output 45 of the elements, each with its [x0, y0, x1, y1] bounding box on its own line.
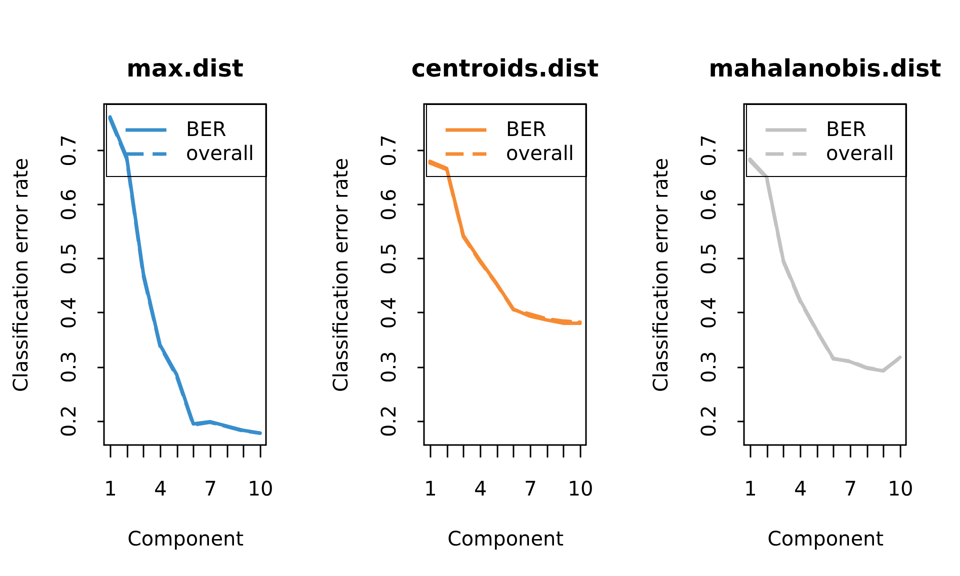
y-axis-title: Classification error rate [328, 158, 352, 392]
x-tick-label: 1 [744, 476, 757, 500]
x-tick-label: 1 [424, 476, 437, 500]
legend-label: BER [506, 117, 546, 141]
y-tick-label: 0.6 [376, 188, 400, 221]
x-tick-label: 7 [844, 476, 857, 500]
legend-label: overall [186, 141, 254, 165]
y-tick-label: 0.3 [696, 351, 720, 383]
x-tick-label: 7 [524, 476, 537, 500]
y-tick-label: 0.6 [696, 188, 720, 221]
x-tick-label: 4 [794, 476, 807, 500]
x-tick-label: 10 [248, 476, 274, 500]
y-tick-label: 0.3 [376, 351, 400, 383]
y-axis-title: Classification error rate [648, 158, 672, 392]
x-axis-title: Component [127, 526, 244, 550]
y-tick-label: 0.4 [376, 296, 400, 329]
x-tick-label: 10 [568, 476, 594, 500]
legend-label: BER [186, 117, 226, 141]
y-tick-label: 0.4 [696, 296, 720, 329]
y-tick-label: 0.2 [56, 405, 80, 438]
x-axis-title: Component [447, 526, 564, 550]
y-tick-label: 0.3 [56, 351, 80, 383]
x-tick-label: 4 [474, 476, 487, 500]
y-tick-label: 0.6 [56, 188, 80, 221]
y-tick-label: 0.5 [696, 242, 720, 275]
y-tick-label: 0.7 [696, 134, 720, 166]
y-tick-label: 0.5 [56, 242, 80, 275]
y-tick-label: 0.2 [696, 405, 720, 438]
x-tick-label: 10 [888, 476, 914, 500]
chart-title: mahalanobis.dist [708, 54, 942, 82]
x-tick-label: 4 [154, 476, 167, 500]
x-tick-label: 7 [204, 476, 217, 500]
x-axis-title: Component [767, 526, 884, 550]
y-tick-label: 0.2 [376, 405, 400, 438]
legend-label: overall [506, 141, 574, 165]
legend-label: BER [826, 117, 866, 141]
y-tick-label: 0.7 [376, 134, 400, 166]
y-axis-title: Classification error rate [8, 158, 32, 392]
chart-title: max.dist [126, 54, 244, 82]
x-tick-label: 1 [104, 476, 117, 500]
chart-title: centroids.dist [411, 54, 599, 82]
legend-label: overall [826, 141, 894, 165]
y-tick-label: 0.4 [56, 296, 80, 329]
y-tick-label: 0.7 [56, 134, 80, 166]
y-tick-label: 0.5 [376, 242, 400, 275]
